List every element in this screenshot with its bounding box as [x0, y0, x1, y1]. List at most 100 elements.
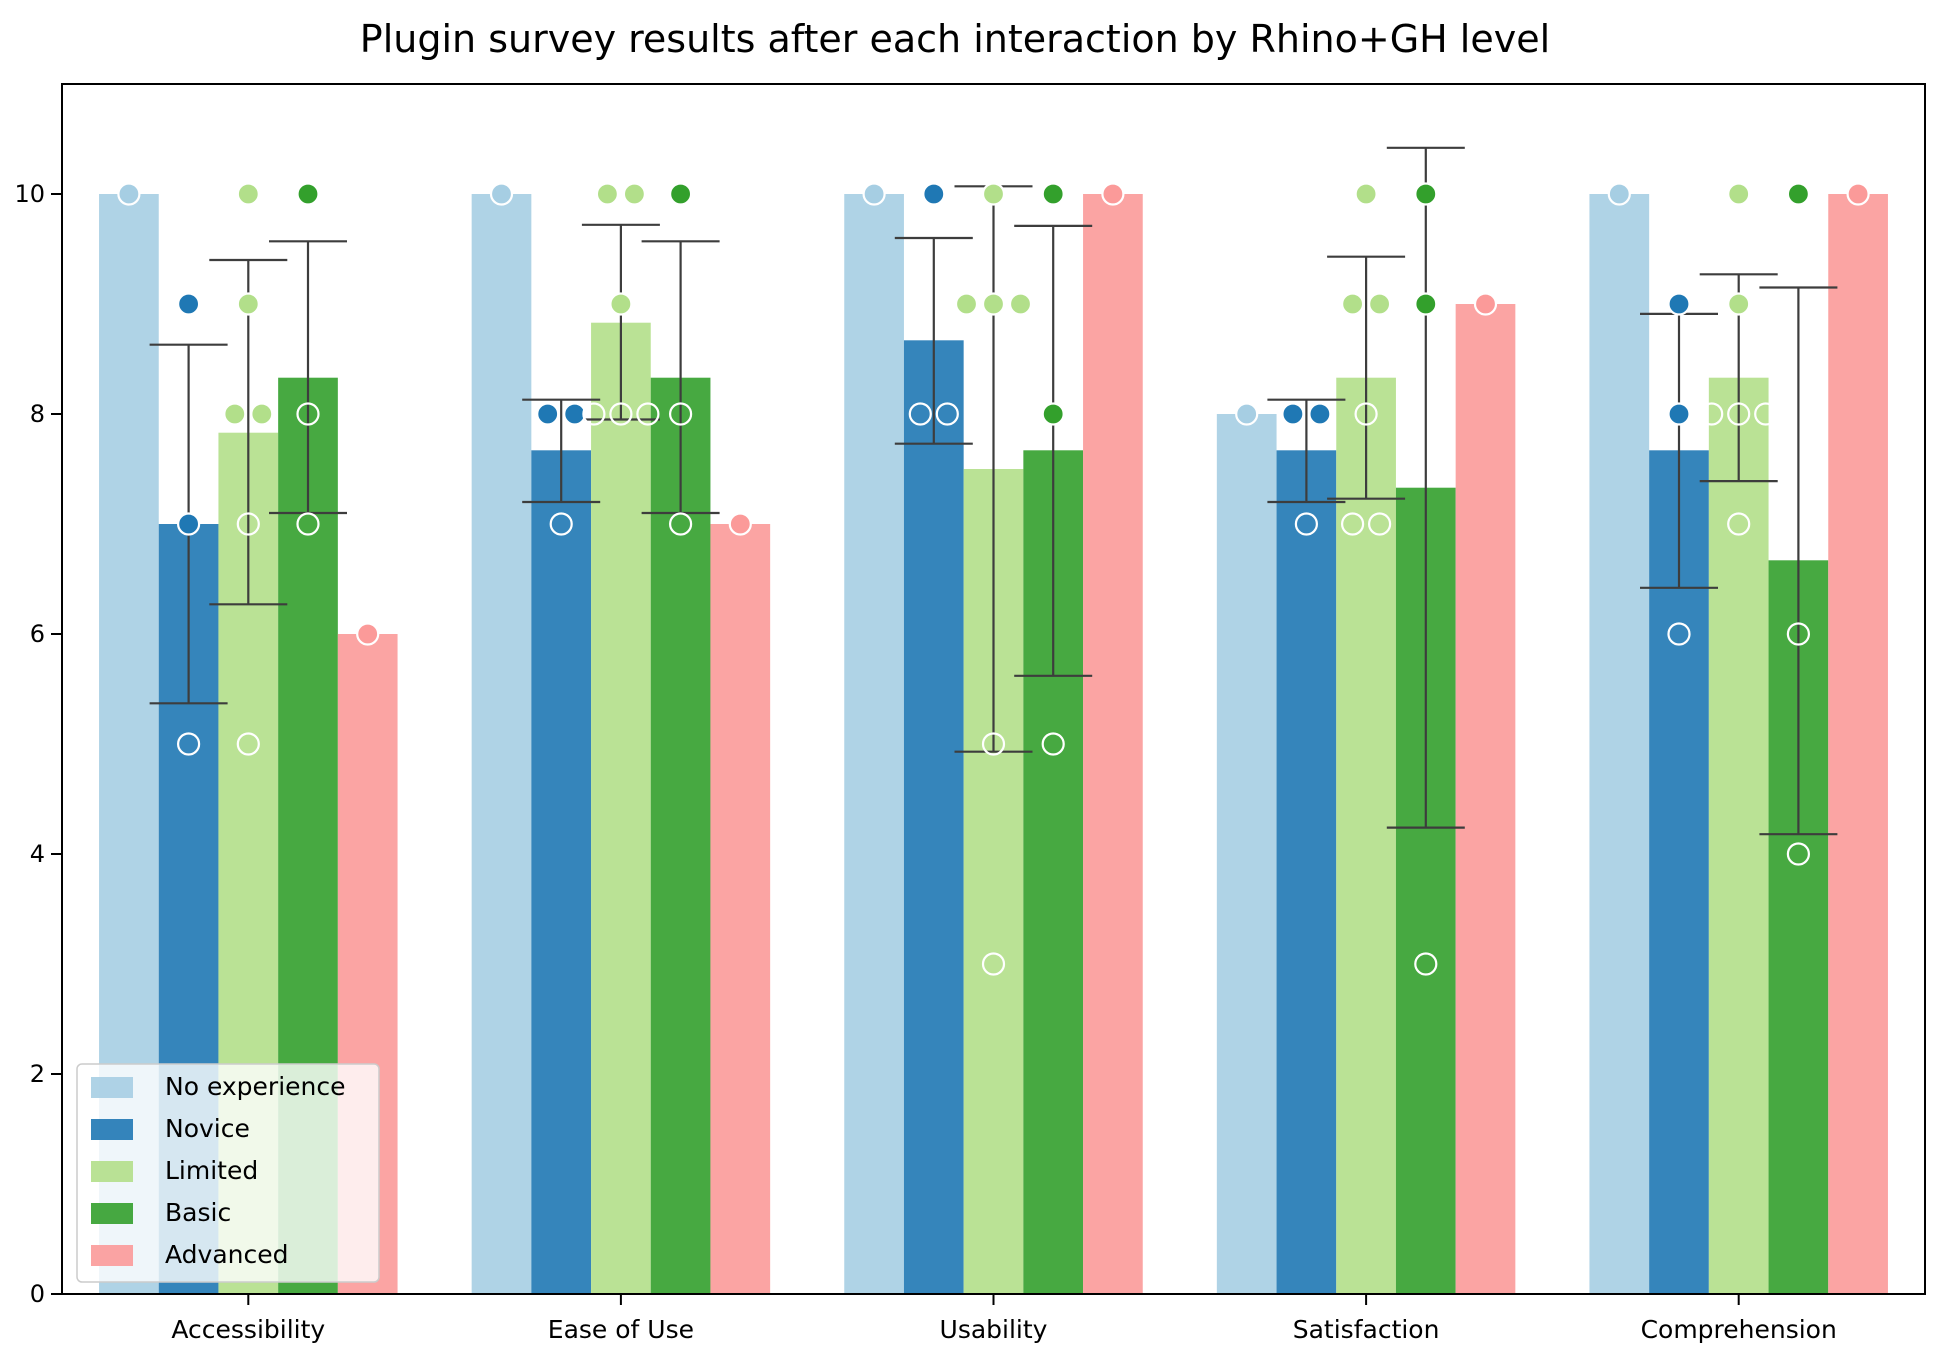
- point-basic-comprehension-10: [1786, 182, 1811, 206]
- point-novice-usability-10: [922, 182, 946, 206]
- bars-layer: [99, 194, 1888, 1294]
- bar-no-experience-ease-of-use: [471, 194, 532, 1294]
- point-limited-ease-of-use-10: [622, 182, 647, 206]
- bar-no-experience-satisfaction: [1216, 414, 1277, 1294]
- point-limited-satisfaction-open-7: [1340, 512, 1365, 536]
- bar-advanced-comprehension: [1828, 194, 1888, 1294]
- point-advanced-comprehension-10: [1846, 182, 1870, 206]
- point-limited-usability-open-3: [981, 952, 1006, 976]
- point-limited-ease-of-use-open-8: [582, 402, 606, 426]
- point-limited-usability-9: [954, 292, 979, 316]
- point-basic-comprehension-open-6: [1786, 622, 1811, 646]
- point-basic-usability-8: [1041, 402, 1065, 426]
- bar-novice-usability: [903, 340, 964, 1294]
- point-advanced-satisfaction-9: [1473, 292, 1498, 316]
- point-basic-ease-of-use-open-8: [668, 402, 693, 426]
- point-basic-accessibility-open-7: [296, 512, 320, 536]
- point-basic-usability-open-5: [1041, 732, 1065, 756]
- point-limited-ease-of-use-open-8: [636, 402, 660, 426]
- point-novice-ease-of-use-8: [536, 402, 560, 426]
- point-limited-satisfaction-open-7: [1367, 512, 1392, 536]
- x-tick-label-accessibility: Accessibility: [171, 1315, 325, 1344]
- bar-novice-ease-of-use: [531, 450, 592, 1294]
- point-limited-usability-open-5: [981, 732, 1006, 756]
- legend-swatch-no-experience: [91, 1077, 133, 1098]
- legend-label-limited: Limited: [165, 1156, 258, 1185]
- axes-layer: 0 2 4 6 8 10 Accessibility Ease of Use Usability…: [14, 83, 1926, 1344]
- point-limited-comprehension-9: [1727, 292, 1751, 316]
- point-novice-usability-open-8: [908, 402, 932, 426]
- legend-swatch-novice: [91, 1119, 133, 1140]
- point-limited-ease-of-use-9: [609, 292, 633, 316]
- point-limited-accessibility-open-5: [236, 732, 260, 756]
- point-novice-ease-of-use-8: [563, 402, 587, 426]
- y-tick-label-6: 6: [30, 620, 45, 648]
- point-limited-accessibility-8: [250, 402, 274, 426]
- point-basic-ease-of-use-10: [668, 182, 693, 206]
- legend-swatch-advanced: [91, 1245, 133, 1266]
- legend-swatch-basic: [91, 1203, 133, 1224]
- point-novice-accessibility-9: [177, 292, 201, 316]
- legend-label-no-experience: No experience: [165, 1072, 346, 1101]
- legend-swatch-limited: [91, 1161, 133, 1182]
- point-basic-satisfaction-9: [1414, 292, 1438, 316]
- point-no-experience-usability-10: [862, 182, 886, 206]
- bar-advanced-satisfaction: [1455, 304, 1516, 1294]
- x-tick-label-satisfaction: Satisfaction: [1293, 1315, 1440, 1344]
- point-basic-satisfaction-10: [1414, 182, 1438, 206]
- point-novice-comprehension-8: [1667, 402, 1691, 426]
- point-limited-satisfaction-9: [1340, 292, 1365, 316]
- x-tick-label-comprehension: Comprehension: [1641, 1315, 1837, 1344]
- point-basic-ease-of-use-open-7: [668, 512, 693, 536]
- point-limited-accessibility-8: [223, 402, 247, 426]
- point-limited-accessibility-open-7: [236, 512, 260, 536]
- point-limited-comprehension-open-8: [1754, 402, 1778, 426]
- y-tick-label-8: 8: [30, 400, 45, 428]
- point-novice-satisfaction-8: [1308, 402, 1332, 426]
- point-novice-accessibility-open-5: [177, 732, 201, 756]
- point-limited-comprehension-10: [1727, 182, 1751, 206]
- point-limited-comprehension-open-8: [1727, 402, 1751, 426]
- point-no-experience-satisfaction-8: [1235, 402, 1259, 426]
- point-basic-usability-10: [1041, 182, 1065, 206]
- y-tick-label-10: 10: [14, 180, 45, 208]
- point-advanced-ease-of-use-7: [728, 512, 752, 536]
- y-tick-label-2: 2: [30, 1060, 45, 1088]
- point-limited-satisfaction-9: [1367, 292, 1392, 316]
- bar-novice-comprehension: [1649, 450, 1709, 1294]
- bar-advanced-ease-of-use: [710, 524, 771, 1294]
- chart-title: Plugin survey results after each interac…: [360, 17, 1550, 61]
- bar-limited-satisfaction: [1336, 377, 1396, 1294]
- point-novice-comprehension-open-6: [1667, 622, 1691, 646]
- bar-basic-ease-of-use: [650, 377, 711, 1294]
- point-limited-satisfaction-open-8: [1354, 402, 1378, 426]
- point-limited-accessibility-9: [236, 292, 260, 316]
- point-basic-accessibility-open-8: [296, 402, 320, 426]
- bar-advanced-usability: [1083, 194, 1143, 1294]
- point-limited-comprehension-open-8: [1700, 402, 1724, 426]
- data-points-layer: [117, 182, 1870, 976]
- point-limited-ease-of-use-10: [595, 182, 620, 206]
- x-tick-label-ease-of-use: Ease of Use: [548, 1315, 694, 1344]
- point-no-experience-accessibility-10: [117, 182, 141, 206]
- point-no-experience-ease-of-use-10: [489, 182, 514, 206]
- y-tick-label-4: 4: [30, 840, 45, 868]
- point-novice-satisfaction-8: [1281, 402, 1305, 426]
- legend-label-novice: Novice: [165, 1114, 250, 1143]
- point-advanced-accessibility-6: [356, 622, 380, 646]
- legend-label-advanced: Advanced: [165, 1240, 289, 1269]
- point-limited-usability-9: [1008, 292, 1033, 316]
- x-tick-label-usability: Usability: [940, 1315, 1048, 1344]
- point-novice-ease-of-use-open-7: [549, 512, 573, 536]
- error-bars-layer: [149, 146, 1838, 836]
- point-advanced-usability-10: [1101, 182, 1125, 206]
- point-novice-satisfaction-open-7: [1294, 512, 1319, 536]
- bar-no-experience-usability: [844, 194, 904, 1294]
- point-novice-usability-open-8: [935, 402, 959, 426]
- y-tick-label-0: 0: [30, 1280, 45, 1308]
- point-basic-comprehension-open-4: [1786, 842, 1811, 866]
- bar-limited-comprehension: [1708, 377, 1769, 1294]
- bar-no-experience-comprehension: [1589, 194, 1650, 1294]
